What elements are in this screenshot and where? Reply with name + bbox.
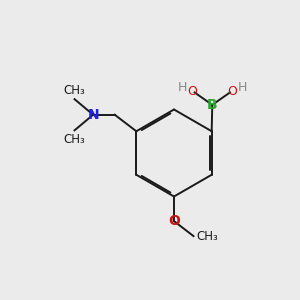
Text: B: B bbox=[207, 98, 217, 112]
Text: N: N bbox=[87, 108, 99, 122]
Text: O: O bbox=[227, 85, 237, 98]
Text: O: O bbox=[187, 85, 197, 98]
Text: CH₃: CH₃ bbox=[63, 133, 85, 146]
Text: CH₃: CH₃ bbox=[63, 84, 85, 97]
Text: H: H bbox=[238, 81, 247, 94]
Text: H: H bbox=[177, 81, 187, 94]
Text: O: O bbox=[168, 214, 180, 228]
Text: CH₃: CH₃ bbox=[196, 230, 218, 243]
